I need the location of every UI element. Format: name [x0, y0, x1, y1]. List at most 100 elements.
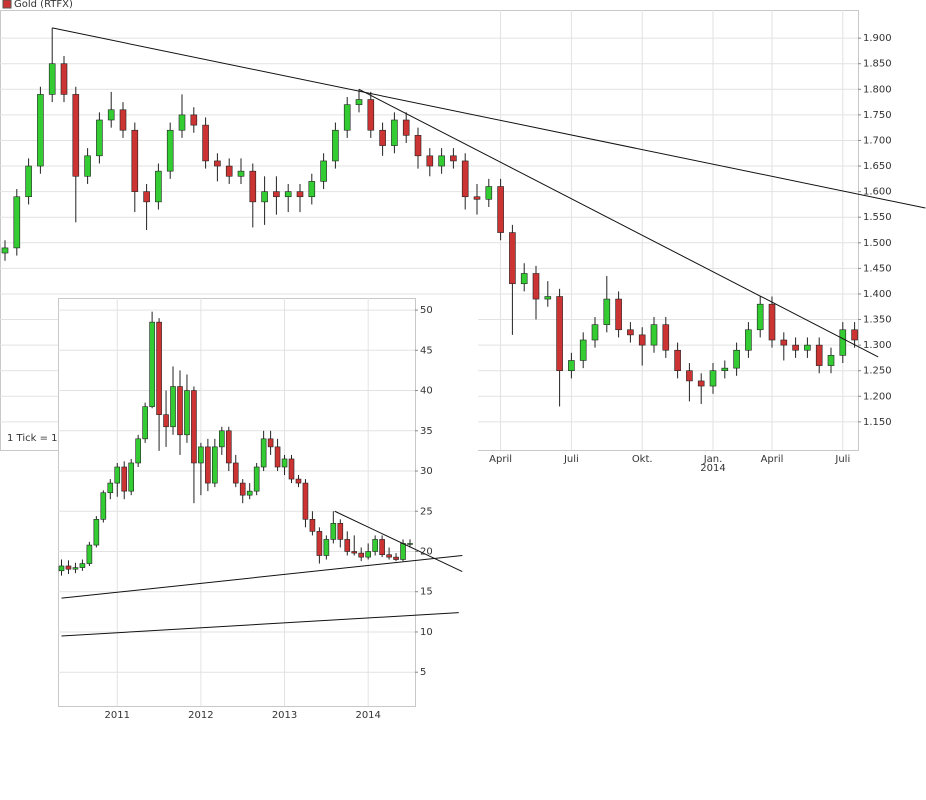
candle-body	[225, 430, 232, 464]
x-tick-label: 2014	[355, 710, 380, 721]
candle-body	[686, 370, 693, 382]
candle-body	[556, 296, 563, 371]
candle-body	[260, 438, 267, 468]
y-tick-label: 1.250	[863, 366, 892, 377]
candle-body	[697, 380, 705, 387]
candle-body	[163, 414, 169, 428]
y-tick-label: 1.850	[863, 59, 892, 70]
candle-body	[96, 119, 103, 157]
candle-body	[372, 539, 378, 552]
candle-body	[768, 303, 776, 341]
candle-body	[414, 135, 422, 157]
y-tick-label: 1.750	[863, 110, 892, 121]
candle-body	[142, 406, 148, 440]
candle-body	[532, 273, 540, 300]
y-tick-label: 1.300	[863, 340, 892, 351]
candle-body	[237, 170, 245, 177]
candle-body	[121, 466, 128, 492]
y-tick-label: 1.200	[863, 391, 892, 402]
candle-body	[267, 438, 274, 448]
candle-body	[450, 155, 457, 162]
candle-body	[804, 344, 811, 351]
chart-title: Gold (RTFX)	[14, 0, 73, 10]
candle-body	[780, 339, 788, 346]
candle-body	[128, 462, 134, 492]
candle-body	[232, 462, 239, 484]
candle-body	[792, 344, 799, 351]
trend-line	[52, 27, 926, 209]
candle-body	[225, 165, 233, 177]
candle-body	[246, 490, 253, 496]
candle-body	[400, 543, 406, 560]
y-tick-label: 20	[420, 546, 433, 557]
y-tick-label: 1.450	[863, 263, 892, 274]
candle-body	[296, 191, 304, 198]
candle-body	[72, 567, 79, 570]
x-tick-label: Juli	[834, 454, 850, 465]
candle-body	[520, 273, 528, 285]
candle-body	[100, 492, 107, 520]
candle-body	[202, 124, 209, 162]
candle-body	[344, 539, 351, 552]
chart-note: 1 Tick = 1 V	[7, 433, 68, 444]
candle-body	[239, 482, 246, 496]
candle-body	[84, 155, 91, 177]
candle-body	[65, 565, 72, 570]
y-tick-label: 1.350	[863, 315, 892, 326]
candle-body	[48, 63, 56, 95]
candle-body	[60, 63, 68, 95]
legend-swatch	[2, 0, 12, 9]
y-tick-label: 1.500	[863, 238, 892, 249]
candle-body	[166, 129, 174, 172]
y-tick-label: 1.600	[863, 187, 892, 198]
candle-body	[316, 531, 323, 556]
candle-body	[365, 551, 371, 558]
candle-body	[131, 129, 139, 192]
candle-body	[249, 170, 257, 203]
candle-body	[323, 539, 330, 556]
x-tick-label: April	[489, 454, 512, 465]
candle-body	[178, 114, 186, 131]
y-tick-label: 50	[420, 305, 433, 316]
candle-body	[438, 155, 445, 167]
y-tick-label: 1.700	[863, 135, 892, 146]
candle-body	[391, 119, 398, 146]
candle-body	[461, 160, 469, 198]
x-tick-label: 2013	[272, 710, 297, 721]
candle-body	[273, 191, 280, 198]
candle-body	[302, 482, 309, 520]
candle-body	[544, 296, 552, 300]
candle-body	[320, 160, 327, 182]
candle-body	[615, 298, 622, 331]
candle-body	[284, 191, 292, 198]
trend-line	[61, 555, 463, 599]
y-tick-label: 25	[420, 506, 433, 517]
y-tick-label: 30	[420, 466, 433, 477]
candle-body	[367, 99, 375, 131]
candle-body	[509, 232, 516, 285]
candle-body	[155, 170, 162, 203]
y-tick-label: 1.400	[863, 289, 892, 300]
candle-body	[591, 324, 599, 341]
y-tick-label: 15	[420, 587, 433, 598]
x-tick-label: 2011	[105, 710, 130, 721]
candle-body	[205, 446, 211, 484]
candle-body	[351, 551, 358, 554]
y-tick-label: 5	[420, 667, 426, 678]
candle-body	[191, 390, 197, 464]
candle-body	[281, 458, 288, 468]
candle-body	[473, 196, 481, 200]
candle-body	[485, 186, 493, 200]
x-tick-label: Jan.	[703, 454, 723, 465]
y-tick-label: 40	[420, 386, 433, 397]
x-tick-sublabel: 2014	[700, 463, 725, 474]
candle-body	[107, 109, 115, 121]
candle-body	[579, 339, 587, 361]
candle-body	[177, 386, 183, 436]
candle-body	[190, 114, 198, 126]
candle-body	[650, 324, 658, 346]
candle-body	[149, 321, 155, 407]
candle-body	[135, 438, 141, 464]
candle-body	[393, 556, 399, 560]
